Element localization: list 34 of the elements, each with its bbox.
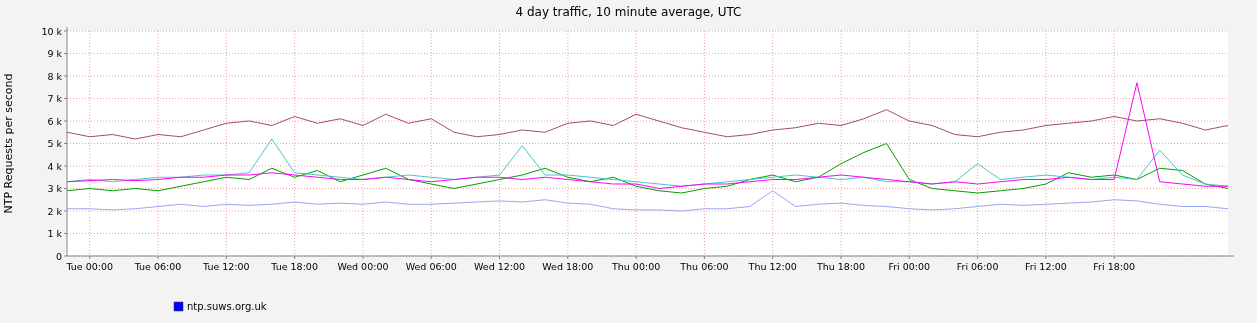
x-tick-label: Thu 18:00: [815, 261, 866, 272]
y-tick-label: 2 k: [47, 205, 63, 217]
line-series: [66, 190, 1229, 212]
line-series: [66, 143, 1229, 194]
y-axis-title: NTP Requests per second: [2, 73, 15, 214]
x-tick-label: Tue 00:00: [65, 261, 114, 272]
y-tick-label: 8 k: [47, 70, 63, 82]
chart-title: 4 day traffic, 10 minute average, UTC: [515, 5, 742, 19]
y-tick-label: 6 k: [47, 115, 63, 127]
y-tick-label: 9 k: [47, 48, 63, 59]
y-tick-label: 10 k: [41, 25, 63, 37]
x-tick-label: Tue 12:00: [202, 261, 250, 272]
y-tick-label: 4 k: [47, 160, 63, 172]
x-tick-label: Thu 12:00: [747, 261, 797, 272]
y-tick-label: 3 k: [47, 183, 63, 194]
y-tick-label: 5 k: [47, 138, 63, 149]
y-tick-label: 7 k: [47, 93, 63, 104]
x-tick-label: Fri 00:00: [888, 261, 931, 272]
y-tick-label: 1 k: [47, 228, 63, 239]
x-tick-label: Wed 06:00: [405, 261, 457, 272]
x-tick-label: Wed 12:00: [473, 261, 526, 272]
x-tick-label: Wed 18:00: [542, 261, 594, 272]
legend-label: ntp.suws.org.uk: [187, 301, 267, 312]
x-tick-label: Thu 06:00: [679, 261, 729, 272]
line-series: [66, 109, 1229, 140]
x-tick-label: Fri 06:00: [956, 261, 999, 272]
x-tick-label: Thu 00:00: [610, 261, 661, 272]
x-tick-label: Wed 00:00: [337, 261, 389, 272]
x-tick-label: Fri 18:00: [1093, 261, 1136, 272]
x-tick-label: Fri 12:00: [1025, 261, 1067, 272]
line-series: [66, 82, 1229, 189]
y-tick-label: 0: [55, 250, 62, 262]
x-tick-label: Tue 06:00: [133, 261, 182, 272]
x-tick-label: Tue 18:00: [270, 261, 318, 272]
